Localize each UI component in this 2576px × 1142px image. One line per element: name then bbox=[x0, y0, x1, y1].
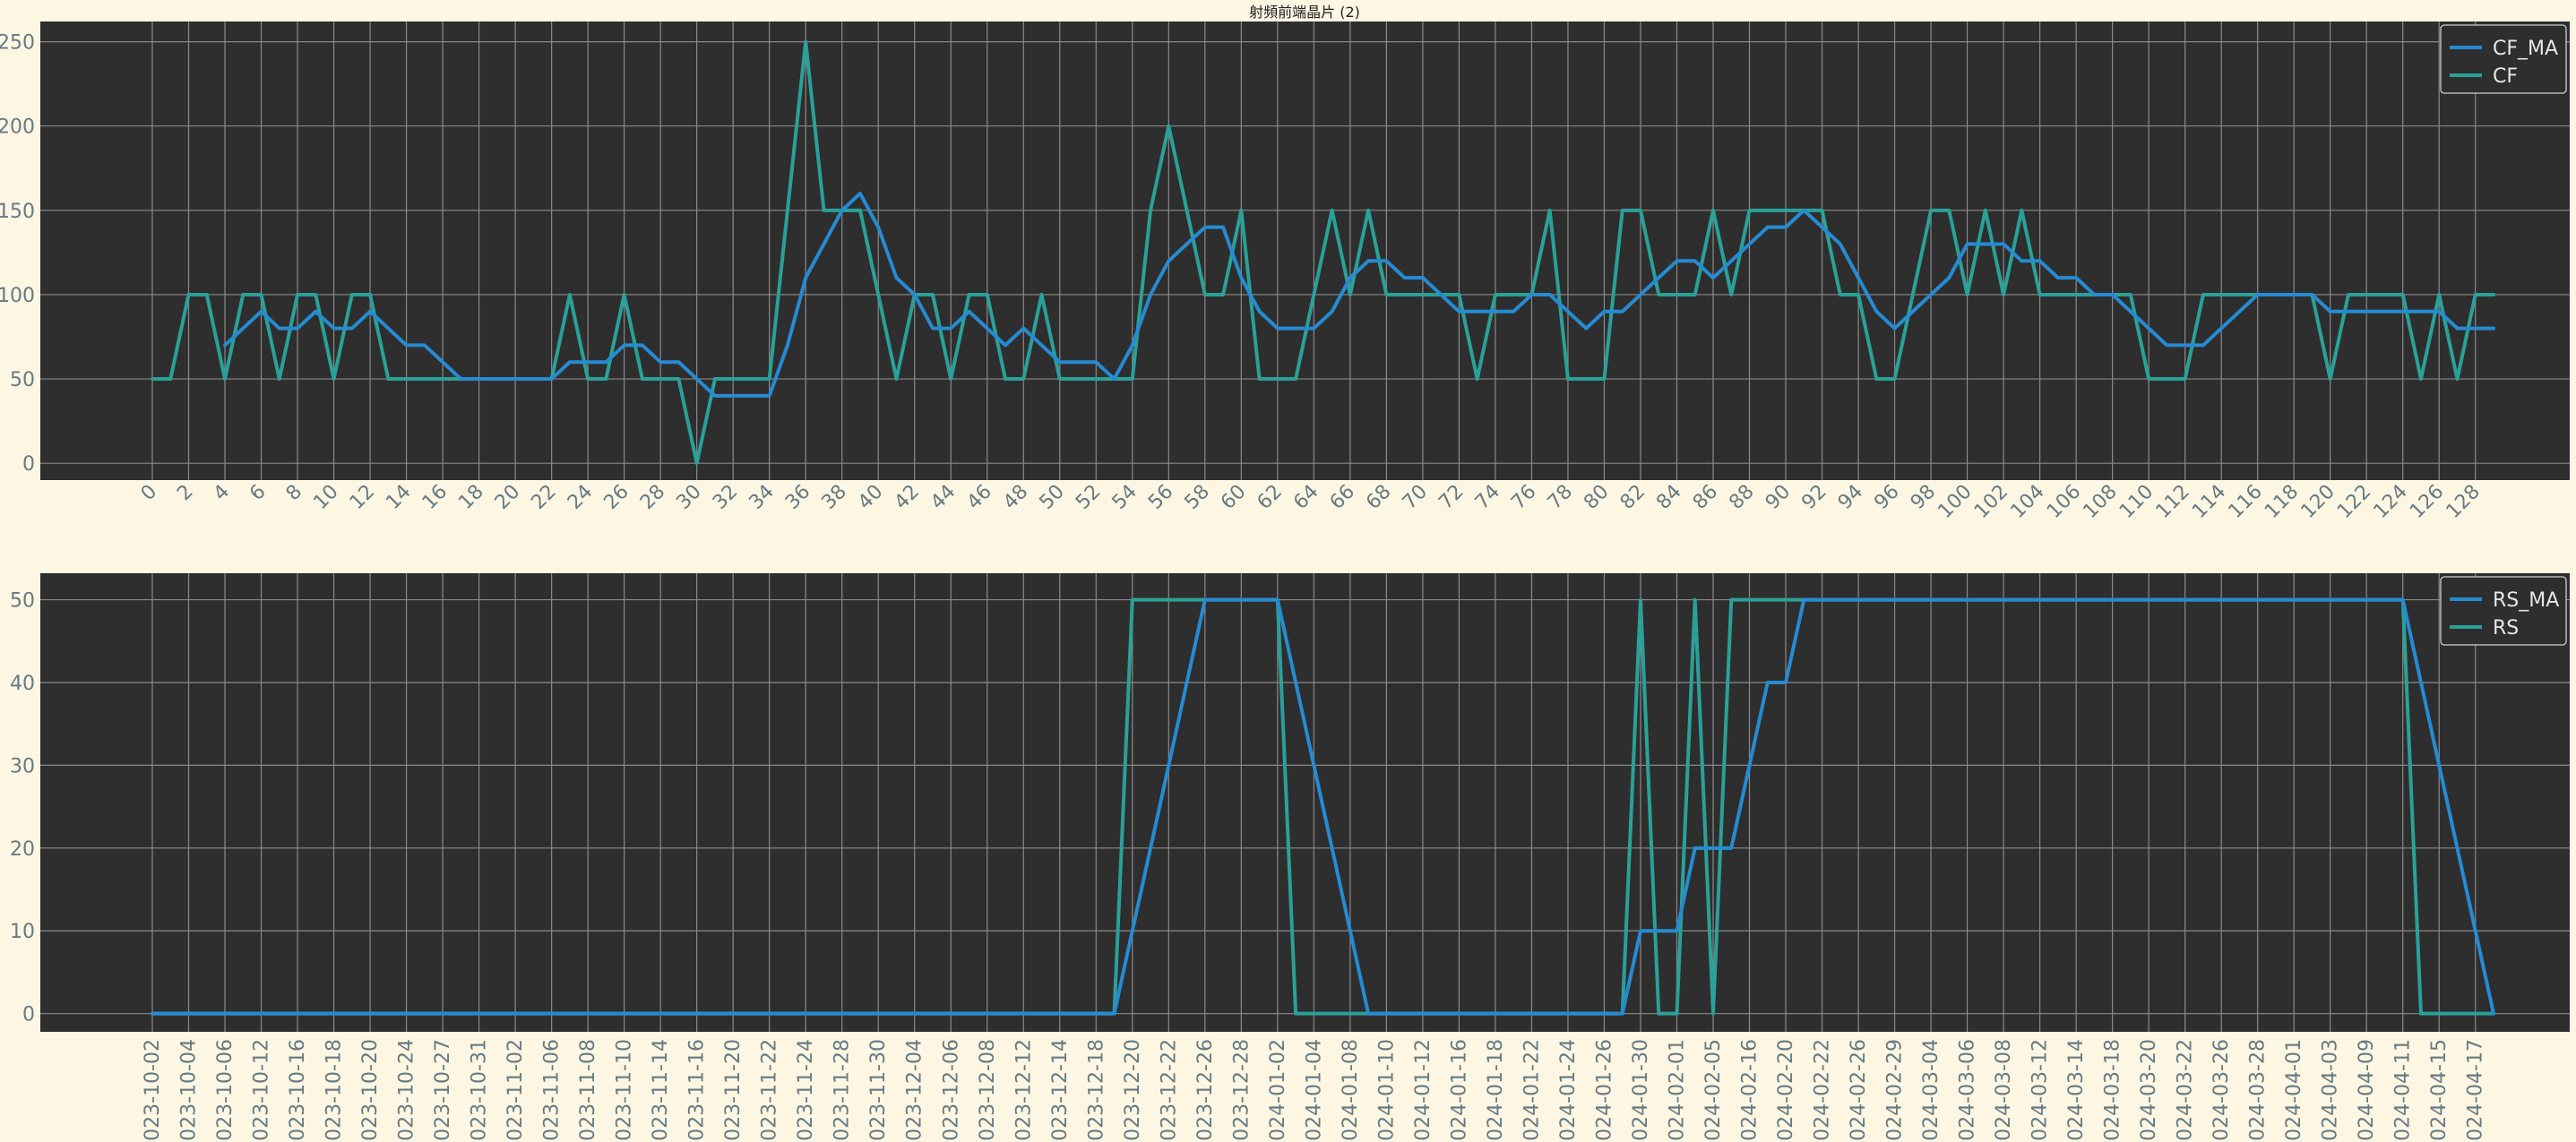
rs-x-tick-label: 2024-03-20 bbox=[2138, 1039, 2160, 1142]
cf-y-axis: 0 50 100 150 200 250 bbox=[0, 32, 35, 477]
cf-legend: CF_MA CF bbox=[2440, 24, 2567, 94]
rs-x-tick-label: 2024-02-22 bbox=[1812, 1039, 1834, 1142]
rs-x-tick-label: 2024-01-12 bbox=[1412, 1039, 1434, 1142]
cf-y-tick-label: 200 bbox=[0, 116, 35, 139]
rs-x-tick-label: 2023-11-30 bbox=[867, 1039, 890, 1142]
rs-x-tick-label: 2024-01-18 bbox=[1485, 1039, 1507, 1142]
rs-x-tick-label: 2023-12-14 bbox=[1049, 1039, 1072, 1142]
rs-x-tick-label: 2023-11-16 bbox=[686, 1039, 709, 1142]
rs-x-tick-label: 2024-04-09 bbox=[2356, 1039, 2378, 1142]
rs-x-tick-label: 2024-03-26 bbox=[2210, 1039, 2233, 1142]
rs-x-tick-label: 2023-12-20 bbox=[1122, 1039, 1144, 1142]
rs-x-tick-label: 2023-11-10 bbox=[614, 1039, 636, 1142]
rs-x-tick-label: 2024-04-17 bbox=[2465, 1039, 2487, 1142]
rs-x-tick-label: 2024-01-24 bbox=[1557, 1039, 1580, 1142]
rs-x-tick-label: 2023-11-06 bbox=[541, 1039, 564, 1142]
cf-y-tick-label: 100 bbox=[0, 285, 35, 307]
rs-x-tick-label: 2023-10-18 bbox=[323, 1039, 346, 1142]
rs-x-tick-label: 2024-03-06 bbox=[1957, 1039, 1979, 1142]
rs-x-tick-label: 2023-11-24 bbox=[795, 1039, 817, 1142]
rs-y-tick-label: 50 bbox=[10, 590, 35, 613]
rs-x-tick-label: 2023-11-08 bbox=[577, 1039, 599, 1142]
legend-label-cf: CF bbox=[2493, 65, 2518, 88]
rs-legend: RS_MA RS bbox=[2440, 576, 2567, 646]
rs-x-tick-label: 2023-11-14 bbox=[650, 1039, 672, 1142]
rs-y-tick-label: 20 bbox=[10, 838, 35, 861]
rs-x-tick-label: 2024-01-26 bbox=[1593, 1039, 1615, 1142]
rs-x-tick-label: 2024-01-30 bbox=[1630, 1039, 1652, 1142]
cf-y-tick-label: 250 bbox=[0, 32, 35, 55]
rs-x-tick-label: 2023-10-04 bbox=[178, 1039, 201, 1142]
rs-x-tick-label: 2024-02-20 bbox=[1775, 1039, 1797, 1142]
rs-x-tick-label: 2024-02-05 bbox=[1702, 1039, 1725, 1142]
rs-x-tick-label: 2024-01-08 bbox=[1340, 1039, 1362, 1142]
legend-label-cf-ma: CF_MA bbox=[2493, 38, 2558, 60]
rs-x-tick-label: 2024-04-11 bbox=[2392, 1039, 2415, 1142]
rs-x-tick-label: 2024-01-16 bbox=[1448, 1039, 1470, 1142]
rs-x-tick-label: 2024-03-04 bbox=[1920, 1039, 1943, 1142]
rs-x-tick-label: 2023-10-27 bbox=[432, 1039, 454, 1142]
cf-y-tick-label: 0 bbox=[22, 453, 35, 476]
rs-x-tick-label: 2023-11-02 bbox=[504, 1039, 527, 1142]
rs-x-tick-label: 2024-03-12 bbox=[2029, 1039, 2052, 1142]
rs-x-tick-label: 2023-10-20 bbox=[359, 1039, 382, 1142]
rs-x-tick-label: 2024-02-26 bbox=[1848, 1039, 1870, 1142]
cf-series-lines bbox=[151, 39, 2495, 466]
rs-x-tick-label: 2023-10-31 bbox=[469, 1039, 491, 1142]
rs-x-tick-label: 2024-02-16 bbox=[1739, 1039, 1762, 1142]
rs-x-tick-label: 2024-03-14 bbox=[2065, 1039, 2088, 1142]
rs-x-tick-label: 2024-01-22 bbox=[1521, 1039, 1543, 1142]
rs-x-tick-label: 2024-01-10 bbox=[1375, 1039, 1398, 1142]
series-line-rs-ma bbox=[151, 597, 2495, 1016]
rs-x-tick-label: 2023-11-20 bbox=[722, 1039, 745, 1142]
rs-x-tick-label: 2023-10-16 bbox=[287, 1039, 309, 1142]
rs-y-tick-label: 0 bbox=[22, 1004, 35, 1026]
rs-x-tick-label: 2024-01-04 bbox=[1303, 1039, 1325, 1142]
rs-x-tick-label: 2023-12-06 bbox=[940, 1039, 962, 1142]
rs-y-tick-label: 40 bbox=[10, 673, 35, 695]
rs-x-tick-label: 2024-04-01 bbox=[2283, 1039, 2305, 1142]
rs-x-tick-label: 2024-01-02 bbox=[1267, 1039, 1289, 1142]
rs-plot-area bbox=[40, 573, 2570, 1032]
rs-x-tick-label: 2023-12-22 bbox=[1158, 1039, 1180, 1142]
cf-gridlines bbox=[40, 21, 2570, 480]
rs-x-tick-label: 2023-10-24 bbox=[396, 1039, 418, 1142]
rs-x-tick-label: 2023-12-04 bbox=[904, 1039, 926, 1142]
rs-x-tick-label: 2023-12-26 bbox=[1194, 1039, 1217, 1142]
legend-label-rs-ma: RS_MA bbox=[2493, 589, 2559, 612]
rs-x-tick-label: 2024-02-01 bbox=[1666, 1039, 1688, 1142]
rs-y-axis: 0 10 20 30 40 50 bbox=[10, 590, 35, 1026]
rs-y-tick-label: 30 bbox=[10, 755, 35, 777]
legend-label-rs: RS bbox=[2493, 617, 2519, 640]
rs-series-lines bbox=[151, 597, 2495, 1016]
cf-y-tick-label: 50 bbox=[10, 369, 35, 391]
rs-x-tick-label: 2024-03-08 bbox=[1993, 1039, 2015, 1142]
series-line-cf-ma bbox=[223, 192, 2495, 398]
rs-x-axis: 2023-10-02 2023-10-04 2023-10-06 2023-10-12… bbox=[142, 1039, 2487, 1142]
rs-x-tick-label: 2023-12-12 bbox=[1012, 1039, 1035, 1142]
rs-x-tick-label: 2024-03-22 bbox=[2175, 1039, 2197, 1142]
rs-x-tick-label: 2023-10-12 bbox=[251, 1039, 273, 1142]
rs-x-tick-label: 2024-04-15 bbox=[2428, 1039, 2451, 1142]
rs-x-tick-label: 2024-03-28 bbox=[2247, 1039, 2270, 1142]
rs-x-tick-label: 2023-11-28 bbox=[831, 1039, 854, 1142]
rs-x-tick-label: 2024-04-03 bbox=[2320, 1039, 2342, 1142]
rs-x-tick-label: 2023-12-28 bbox=[1230, 1039, 1253, 1142]
rs-y-tick-label: 10 bbox=[10, 921, 35, 943]
rs-x-tick-label: 2024-03-18 bbox=[2102, 1039, 2124, 1142]
rs-x-tick-label: 2023-12-08 bbox=[977, 1039, 999, 1142]
rs-x-tick-label: 2024-02-29 bbox=[1884, 1039, 1907, 1142]
rs-x-tick-label: 2023-11-22 bbox=[759, 1039, 781, 1142]
chart-title: 射頻前端晶片 (2) bbox=[1249, 4, 1360, 21]
cf-y-tick-label: 150 bbox=[0, 201, 35, 223]
cf-plot-area bbox=[40, 21, 2570, 480]
rs-x-tick-label: 2023-10-02 bbox=[142, 1039, 164, 1142]
rs-x-tick-label: 2023-10-06 bbox=[214, 1039, 237, 1142]
rs-x-tick-label: 2023-12-18 bbox=[1085, 1039, 1107, 1142]
